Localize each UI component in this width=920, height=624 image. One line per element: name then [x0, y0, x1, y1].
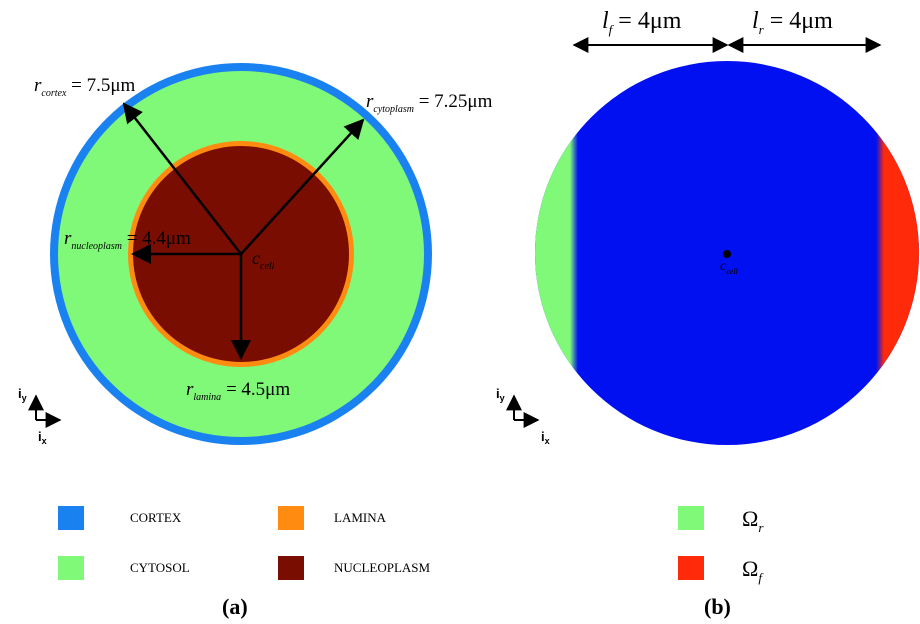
panel-a-label: (a): [222, 594, 248, 619]
legend-label-omega-f: Ωf: [742, 556, 764, 585]
omega-f-region: [882, 61, 919, 445]
legend-label-nucleoplasm: NUCLEOPLASM: [334, 560, 431, 575]
axes-indicator-a: iy ix: [18, 386, 62, 446]
legend-a: CORTEX LAMINA CYTOSOL NUCLEOPLASM: [58, 506, 431, 580]
lf-label: lf = 4μm: [602, 8, 682, 37]
legend-b: Ωr Ωf: [678, 506, 764, 585]
legend-swatch-omega-r: [678, 506, 704, 530]
svg-text:ix: ix: [38, 429, 47, 446]
cortex-radius-arrow: [122, 102, 242, 255]
cell-center-dot: [723, 250, 731, 258]
legend-swatch-lamina: [278, 506, 304, 530]
legend-label-cytosol: CYTOSOL: [130, 560, 190, 575]
r-nucleoplasm-label: rnucleoplasm = 4.4μm: [64, 228, 191, 252]
legend-swatch-omega-f: [678, 556, 704, 580]
legend-label-cortex: CORTEX: [130, 510, 182, 525]
legend-swatch-cortex: [58, 506, 84, 530]
legend-swatch-cytosol: [58, 556, 84, 580]
panel-a: rcortex = 7.5μm rcytoplasm = 7.25μm rnuc…: [18, 63, 493, 446]
cytoplasm-radius-arrow: [240, 118, 365, 255]
svg-text:iy: iy: [18, 386, 27, 403]
r-cytoplasm-label: rcytoplasm = 7.25μm: [366, 91, 493, 115]
svg-text:ix: ix: [541, 429, 550, 446]
panel-b-label: (b): [704, 594, 731, 619]
r-lamina-label: rlamina = 4.5μm: [186, 379, 290, 403]
omega-r-region: [535, 61, 572, 445]
legend-swatch-nucleoplasm: [278, 556, 304, 580]
svg-text:iy: iy: [496, 386, 505, 403]
r-cortex-label: rcortex = 7.5μm: [34, 75, 136, 99]
c-cell-label-b: ccell: [720, 259, 739, 276]
c-cell-label-a: ccell: [252, 248, 275, 272]
lr-label: lr = 4μm: [752, 8, 833, 37]
legend-label-lamina: LAMINA: [334, 510, 387, 525]
legend-label-omega-r: Ωr: [742, 506, 764, 535]
axes-indicator-b: iy ix: [496, 386, 550, 446]
panel-b: lf = 4μm lr = 4μm ccell iy ix: [496, 8, 919, 446]
